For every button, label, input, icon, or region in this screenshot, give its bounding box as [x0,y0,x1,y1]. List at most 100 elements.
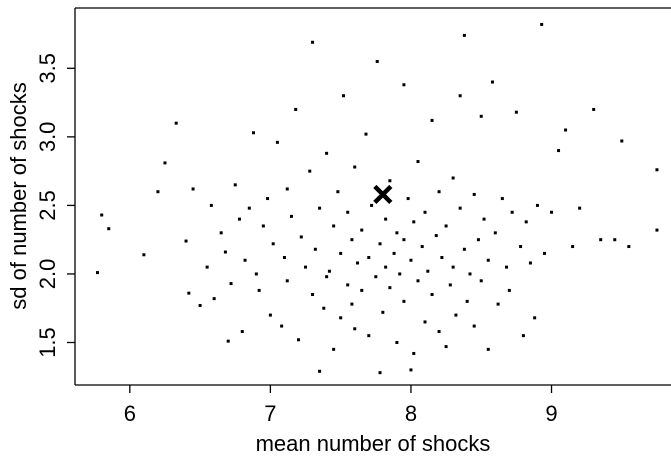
point [229,282,233,286]
point [384,265,388,269]
point [289,214,293,218]
point [479,279,483,283]
point [451,176,455,180]
point [564,128,568,132]
point [318,369,322,373]
point [613,238,617,242]
point [299,235,303,239]
point [490,80,494,84]
point [237,217,241,221]
point [599,238,603,242]
point [318,206,322,210]
point [311,293,315,297]
point [444,224,448,228]
point [465,299,469,303]
point [243,258,247,262]
point [367,256,371,260]
point [212,297,216,301]
point [620,139,624,143]
point [423,320,427,324]
point [430,118,434,122]
point [247,206,251,210]
point [402,238,406,242]
point [655,168,659,172]
point [304,265,308,269]
point [142,253,146,257]
point [282,256,286,260]
point [285,187,289,191]
point [395,231,399,235]
point [285,279,289,283]
point [655,228,659,232]
point [275,140,279,144]
point [107,227,111,231]
point [332,224,336,228]
point [360,288,364,292]
point [479,114,483,118]
point [402,299,406,303]
point [322,306,326,310]
point [409,368,413,372]
point [332,347,336,351]
point [468,272,472,276]
point [341,94,345,98]
point [540,22,544,26]
point [430,293,434,297]
point [542,251,546,255]
point [437,190,441,194]
point [493,231,497,235]
point [505,265,509,269]
point [353,165,357,169]
point [205,265,209,269]
point [294,107,298,111]
point [426,269,430,273]
point [252,131,256,135]
point [412,351,416,355]
point [472,324,476,328]
point [174,121,178,125]
point [346,210,350,214]
point [308,169,312,173]
x-tick-label: 6 [124,401,136,426]
point [266,197,270,201]
point [398,272,402,276]
point [440,256,444,260]
point [571,245,575,249]
point [454,313,458,317]
point [416,160,420,164]
point [486,258,490,262]
point [95,271,99,275]
point [458,94,462,98]
point [327,269,331,273]
point [402,83,406,87]
point [378,371,382,375]
point [226,339,230,343]
point [533,316,537,320]
point [451,265,455,269]
point [627,245,631,249]
point [388,286,392,290]
point [297,338,300,342]
point [240,330,244,334]
point [496,302,500,306]
point [550,210,554,214]
point [444,345,448,349]
point [336,190,340,194]
point [392,251,396,255]
point [311,40,315,44]
point [384,217,388,221]
point [325,151,329,155]
point [448,283,452,287]
point [592,107,596,111]
point [163,161,167,165]
point [350,238,354,242]
point [378,242,382,246]
point [271,242,275,246]
point [100,213,104,217]
point [434,234,438,238]
point [510,210,514,214]
point [500,197,504,201]
point [528,261,532,265]
point [184,239,188,243]
